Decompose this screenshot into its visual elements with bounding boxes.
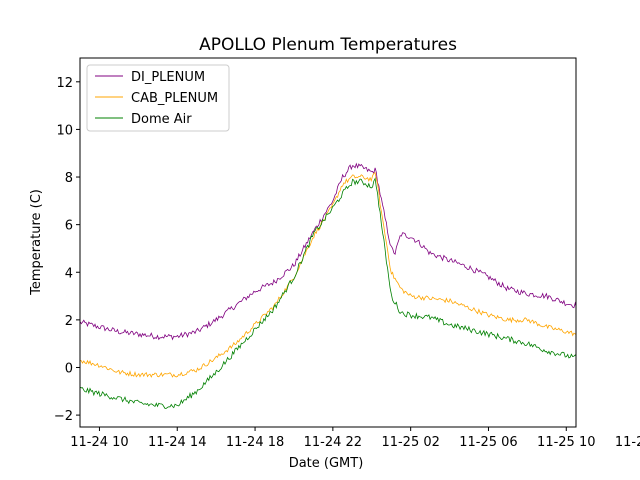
legend-label-dome-air: Dome Air: [131, 112, 192, 127]
x-tick-label: 11-25 02: [381, 435, 439, 450]
y-axis-label: Temperature (C): [29, 189, 44, 296]
series-layer: [80, 162, 576, 409]
series-line-cab-plenum: [80, 172, 576, 378]
y-tick-label: 0: [65, 361, 73, 376]
x-tick-label: 11-24 10: [70, 435, 128, 450]
x-axis-label: Date (GMT): [289, 456, 364, 471]
legend-box: [86, 64, 230, 132]
y-tick-label: 10: [56, 123, 73, 138]
y-tick-label: 12: [56, 76, 73, 91]
x-axis: 11-24 10 11-24 14 11-24 18 11-24 22 11-25 02…: [70, 427, 640, 450]
x-tick-label: 11-24 22: [304, 435, 362, 450]
y-tick-label: 8: [65, 171, 73, 186]
series-line-di-plenum: [80, 162, 576, 341]
y-tick-label: 4: [65, 266, 73, 281]
y-tick-label: 6: [65, 219, 73, 234]
x-tick-label: 11-25 14: [615, 435, 640, 450]
plot-frame: [79, 57, 577, 428]
chart-title: APOLLO Plenum Temperatures: [199, 35, 457, 55]
legend-label-di-plenum: DI_PLENUM: [131, 70, 205, 85]
y-tick-label: 2: [65, 314, 73, 329]
y-tick-label: −2: [54, 409, 73, 424]
legend-label-cab-plenum: CAB_PLENUM: [131, 91, 218, 106]
x-tick-label: 11-24 18: [226, 435, 284, 450]
x-tick-label: 11-25 10: [537, 435, 595, 450]
legend: DI_PLENUM CAB_PLENUM Dome Air: [86, 64, 230, 132]
x-tick-label: 11-24 14: [148, 435, 206, 450]
series-line-dome-air: [80, 177, 576, 409]
x-tick-label: 11-25 06: [459, 435, 517, 450]
y-axis: −2 0 2 4 6 8 10 12: [54, 76, 80, 424]
